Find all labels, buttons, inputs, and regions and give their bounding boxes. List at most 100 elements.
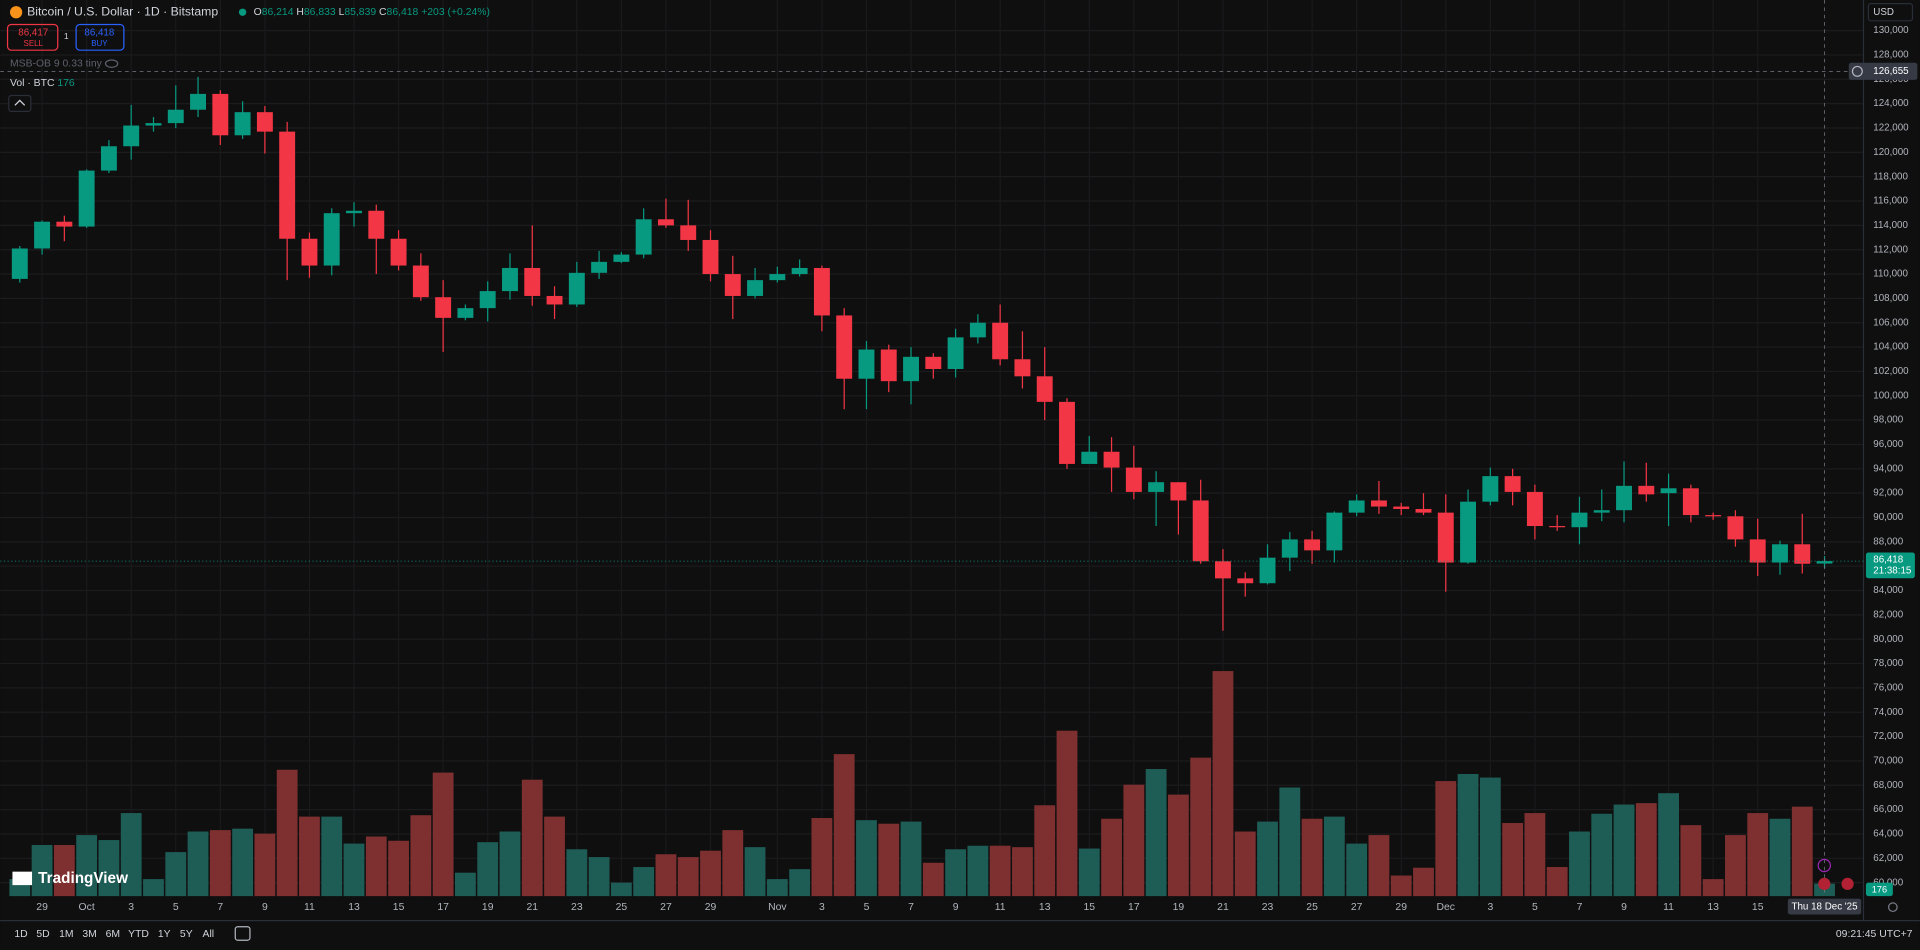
timeframe-button[interactable]: All — [203, 929, 215, 940]
candle-body — [167, 109, 184, 124]
volume-bar — [1101, 818, 1122, 897]
x-tick-label: 11 — [995, 902, 1006, 913]
candle-body — [724, 274, 741, 296]
timeframe-button[interactable]: 1D — [14, 929, 27, 940]
volume-bar — [120, 813, 142, 897]
volume-bar — [499, 831, 521, 897]
timeframe-button[interactable]: 5Y — [180, 929, 193, 940]
y-tick-label: 122,000 — [1873, 123, 1909, 134]
volume-bar — [945, 849, 966, 897]
volume-bar — [432, 772, 454, 897]
candle-body — [1170, 482, 1187, 501]
volume-bar — [1212, 671, 1234, 897]
x-tick-label: 19 — [1173, 902, 1185, 913]
volume-bar — [811, 818, 833, 897]
candle-body — [880, 349, 897, 382]
volume-bar — [1591, 813, 1613, 897]
x-tick-label: 5 — [1532, 902, 1538, 913]
x-tick-label: 5 — [173, 902, 179, 913]
timeframe-button[interactable]: 1Y — [158, 929, 171, 940]
volume-bar — [1680, 825, 1702, 897]
volume-bar — [1123, 784, 1145, 897]
x-tick-label: Nov — [768, 902, 787, 913]
timeframe-button[interactable]: 5D — [36, 929, 49, 940]
candle-body — [502, 267, 518, 292]
candle-body — [56, 221, 73, 227]
x-tick-label: 7 — [217, 902, 223, 913]
y-tick-label: 68,000 — [1873, 780, 1903, 791]
timeframe-button[interactable]: 3M — [82, 929, 96, 940]
candle-body — [1281, 539, 1298, 558]
indicator-volume[interactable]: Vol · BTC 176 — [10, 78, 75, 89]
event-icon[interactable] — [1818, 877, 1831, 891]
candle-body — [368, 210, 385, 239]
volume-bar — [1658, 793, 1679, 897]
y-tick-label: 88,000 — [1873, 536, 1903, 547]
symbol: Bitcoin / U.S. Dollar · 1D · Bitstamp — [27, 4, 218, 18]
candle-body — [1370, 500, 1387, 507]
hide-icon[interactable] — [104, 59, 119, 68]
x-tick-label: 11 — [1663, 902, 1674, 913]
volume-bar — [1457, 774, 1479, 897]
buy-label: BUY — [91, 39, 108, 48]
volume-last-box — [1865, 882, 1893, 897]
x-tick-label: Oct — [79, 902, 95, 913]
timeframe-button[interactable]: YTD — [128, 929, 149, 940]
y-tick-label: 106,000 — [1873, 317, 1909, 328]
volume-bar — [1413, 867, 1434, 897]
x-tick-label: 13 — [1039, 902, 1051, 913]
timeframe-button[interactable]: 1M — [59, 929, 73, 940]
settings-icon[interactable] — [1887, 902, 1898, 913]
buy-button[interactable] — [75, 23, 125, 51]
y-tick-label: 100,000 — [1873, 390, 1909, 401]
candle-body — [234, 112, 251, 136]
candle-body — [568, 272, 585, 305]
currency: USD — [1873, 7, 1894, 18]
volume-bar — [1346, 843, 1368, 897]
timeframe-button[interactable]: 6M — [106, 929, 120, 940]
volume-bar — [1012, 847, 1033, 897]
y-tick-label: 82,000 — [1873, 609, 1903, 620]
event-icon[interactable] — [1841, 877, 1854, 891]
currency-button[interactable] — [1867, 3, 1914, 22]
candle-body — [1014, 359, 1031, 377]
x-tick-label: 11 — [304, 902, 315, 913]
volume-bar — [98, 840, 120, 897]
volume-bar — [722, 830, 744, 897]
sell-button[interactable] — [6, 23, 59, 51]
volume-bar — [744, 847, 766, 897]
market-status — [238, 8, 247, 16]
y-tick-label: 96,000 — [1873, 439, 1903, 450]
date-range-icon[interactable] — [234, 926, 251, 941]
candle-body — [1036, 376, 1053, 402]
candle-body — [256, 112, 273, 132]
x-tick-label: 7 — [908, 902, 914, 913]
x-tick-label: 29 — [1395, 902, 1407, 913]
indicator-msb[interactable]: MSB-OB 9 0.33 tiny — [10, 58, 103, 69]
candle-body — [524, 267, 541, 296]
candle-body — [1259, 557, 1276, 584]
x-tick-label: 25 — [616, 902, 628, 913]
candle-body — [1727, 516, 1744, 540]
candle-body — [1081, 451, 1098, 464]
candle-body — [457, 308, 474, 318]
volume-bar — [1546, 867, 1568, 897]
candle-body — [1393, 506, 1410, 509]
x-tick-label: 13 — [348, 902, 360, 913]
candle-body — [11, 248, 28, 279]
y-tick-label: 90,000 — [1873, 512, 1903, 523]
volume-bar — [566, 849, 588, 897]
candles — [11, 76, 1833, 631]
candle-body — [412, 265, 429, 298]
x-tick-label: 29 — [36, 902, 48, 913]
volume-bar — [1056, 730, 1078, 897]
candle-body — [1593, 510, 1610, 513]
y-tick-label: 104,000 — [1873, 342, 1909, 353]
volume-bar — [299, 816, 320, 897]
candle-body — [1660, 488, 1677, 494]
collapse-button[interactable] — [8, 94, 32, 113]
event-icon[interactable] — [1817, 858, 1832, 873]
volume-bar — [521, 779, 543, 897]
y-tick-label: 76,000 — [1873, 683, 1903, 694]
